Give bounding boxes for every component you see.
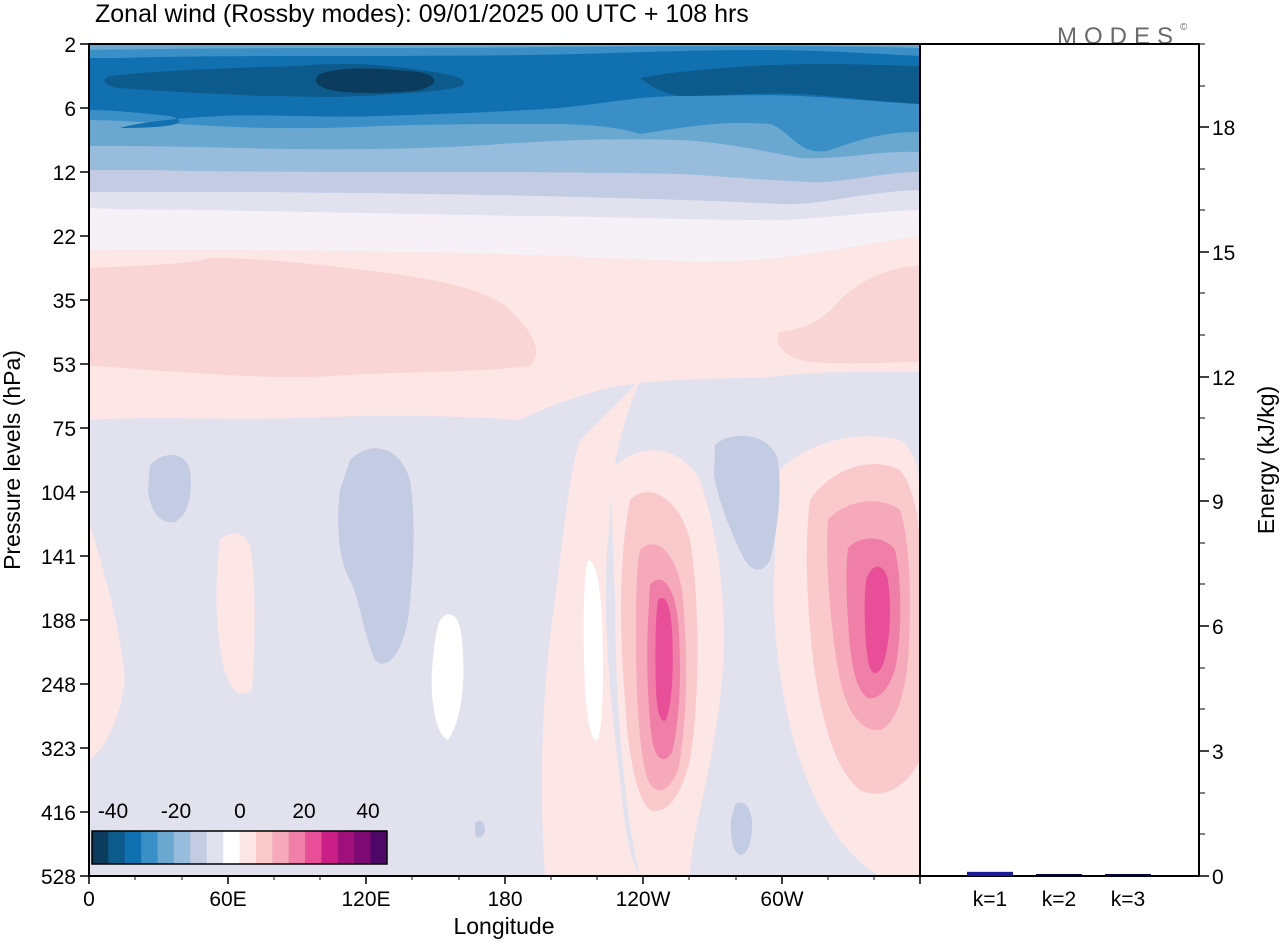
y-tick-label: 248	[41, 674, 76, 697]
colorbar-cell	[321, 831, 339, 864]
colorbar-cell	[92, 831, 109, 864]
y-tick-label: 104	[41, 482, 76, 505]
colorbar-label: 0	[234, 800, 246, 823]
x-tick-labels: 0 60E 120E 180 120W 60W	[83, 888, 804, 911]
contour-pos-core-a4	[655, 597, 673, 721]
y-tick-label: 323	[41, 738, 76, 761]
colorbar-cell	[141, 831, 159, 864]
colorbar-cell	[288, 831, 306, 864]
energy-bar	[1105, 874, 1151, 876]
x-minor-ticks	[134, 876, 875, 880]
colorbar-cell	[354, 831, 372, 864]
energy-tick-label: 3	[1212, 741, 1224, 764]
energy-tick-label: 12	[1212, 367, 1235, 390]
energy-axis-title: Energy (kJ/kg)	[1253, 386, 1279, 534]
contour-pos-lower-e	[216, 533, 255, 694]
energy-axis	[1199, 126, 1209, 877]
contour-upper-pos2	[89, 236, 920, 270]
contour-pos-lower-d	[89, 520, 125, 760]
colorbar-cell	[223, 831, 240, 864]
energy-tick-label: 9	[1212, 491, 1224, 514]
energy-tick-labels: 0 3 6 9 12 15 18	[1212, 117, 1235, 889]
colorbar-label: 40	[356, 800, 379, 823]
y-tick-label: 416	[41, 802, 76, 825]
y-axis-left	[80, 43, 89, 877]
energy-bar	[967, 871, 1013, 876]
x-axis-title: Longitude	[453, 913, 554, 939]
colorbar-cell	[190, 831, 208, 864]
energy-category-labels: k=1 k=2 k=3	[973, 888, 1145, 911]
contour-pos-blob-west	[89, 258, 537, 378]
y-tick-label: 35	[53, 290, 76, 313]
y-tick-label: 12	[53, 162, 76, 185]
x-tick-label: 60W	[760, 888, 803, 911]
category-label: k=2	[1042, 888, 1076, 911]
colorbar-label: -40	[98, 800, 128, 823]
x-axis	[88, 876, 921, 884]
category-label: k=1	[973, 888, 1007, 911]
x-tick-label: 120W	[616, 888, 671, 911]
y-tick-label: 2	[64, 34, 76, 57]
contour-neg-c	[714, 435, 780, 570]
colorbar-cells	[92, 831, 388, 864]
contour-neg-top-lighter	[89, 44, 920, 50]
x-tick-label: 60E	[209, 888, 246, 911]
y-tick-label: 75	[53, 418, 76, 441]
contour-pos-core-b4	[864, 566, 891, 674]
colorbar-cell	[206, 831, 224, 864]
y-axis-title: Pressure levels (hPa)	[0, 350, 25, 570]
contour-neg-band-7b	[640, 64, 920, 104]
energy-tick-label: 6	[1212, 616, 1224, 639]
colorbar-cell	[305, 831, 322, 864]
contour-neg-d	[730, 802, 753, 855]
colorbar-cell	[124, 831, 142, 864]
colorbar-cell	[272, 831, 290, 864]
colorbar-cell	[108, 831, 126, 864]
colorbar-frame	[91, 830, 388, 865]
colorbar-cell	[337, 831, 355, 864]
energy-bar	[1036, 874, 1082, 876]
y-tick-labels: 2 6 12 22 35 53 75 104 141 188 248 323 4…	[41, 34, 76, 889]
x-tick-label: 0	[83, 888, 95, 911]
colorbar-cell	[239, 831, 257, 864]
category-label: k=3	[1111, 888, 1145, 911]
x-tick-label: 120E	[341, 888, 390, 911]
energy-tick-label: 18	[1212, 117, 1235, 140]
colorbar-cell	[173, 831, 191, 864]
x-tick-label: 180	[487, 888, 522, 911]
contour-neg-band-8	[315, 68, 435, 93]
y-tick-label: 22	[53, 226, 76, 249]
colorbar: -40 -20 0 20 40	[91, 800, 388, 865]
contour-white-lower-b	[583, 560, 603, 741]
colorbar-label: -20	[161, 800, 191, 823]
contour-white-lower	[431, 614, 464, 740]
contour-neg-b	[338, 448, 414, 664]
logo-mark: ©	[1180, 22, 1188, 33]
contour-pos-blob-east	[777, 266, 920, 364]
y-tick-label: 141	[41, 546, 76, 569]
colorbar-cell	[157, 831, 175, 864]
colorbar-cell	[255, 831, 273, 864]
y-tick-label: 6	[64, 98, 76, 121]
colorbar-label: 20	[292, 800, 315, 823]
energy-bars	[967, 871, 1151, 876]
y-tick-label: 53	[53, 354, 76, 377]
energy-minor-ticks	[1199, 43, 1205, 835]
contour-neg-e	[475, 820, 485, 838]
colorbar-cell	[370, 831, 388, 864]
y-tick-label: 188	[41, 610, 76, 633]
contour-neg-a	[148, 454, 191, 523]
contour-plot	[89, 44, 920, 876]
energy-tick-label: 0	[1212, 866, 1224, 889]
chart-title: Zonal wind (Rossby modes): 09/01/2025 00…	[95, 0, 749, 28]
energy-tick-label: 15	[1212, 242, 1235, 265]
y-tick-label: 528	[41, 866, 76, 889]
contour-neg-band-6	[89, 44, 920, 128]
energy-panel-frame	[919, 43, 1200, 877]
